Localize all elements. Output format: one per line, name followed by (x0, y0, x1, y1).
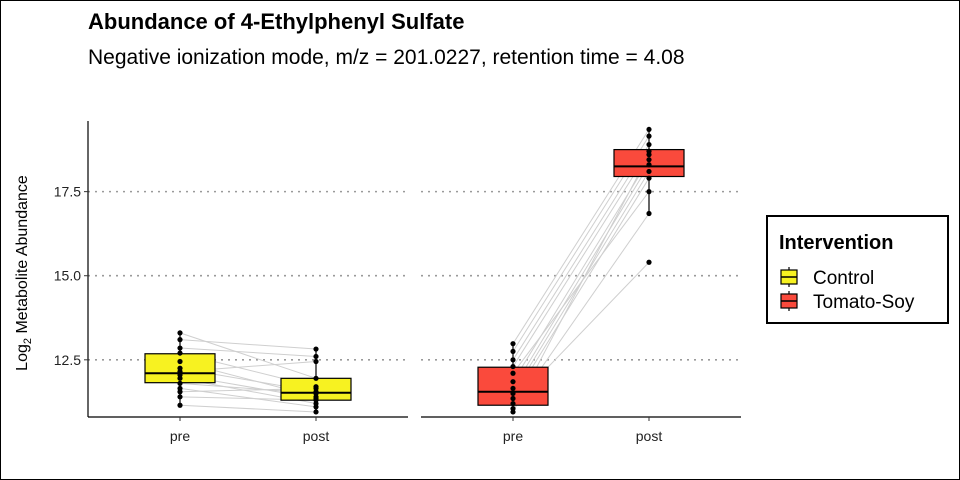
chart-marks (144, 126, 685, 415)
point-1-pre-6 (510, 385, 516, 392)
y-axis-label: Log2 Metabolite Abundance (14, 175, 34, 371)
y-tick-label-2: 17.5 (54, 184, 81, 200)
pair-line-1-8 (512, 177, 650, 399)
x-tick-label-1-1: post (636, 428, 663, 444)
point-0-pre-8 (177, 375, 183, 381)
point-1-pre-5 (510, 379, 516, 385)
chart-subtitle: Negative ionization mode, m/z = 201.0227… (88, 46, 685, 69)
point-1-post-10 (646, 210, 652, 217)
point-1-post-11 (646, 152, 652, 158)
point-0-post-12 (313, 397, 319, 403)
point-0-post-1 (313, 346, 319, 352)
point-1-pre-11 (510, 409, 516, 415)
point-1-pre-1 (510, 348, 516, 355)
legend-title: Intervention (779, 232, 893, 254)
point-0-pre-9 (177, 380, 183, 386)
pair-line-0-1 (179, 339, 317, 350)
point-0-post-13 (313, 409, 319, 415)
point-0-post-9 (313, 390, 319, 397)
y-axis-label-rest: Metabolite Abundance (14, 175, 31, 338)
x-tick-label-1-0: pre (503, 428, 523, 444)
point-1-post-7 (646, 168, 652, 175)
pair-line-1-6 (512, 164, 650, 389)
point-0-pre-4 (177, 358, 183, 365)
legend-label-tomato-soy: Tomato-Soy (813, 292, 915, 313)
point-0-post-0 (313, 375, 319, 381)
x-tick-label-0-1: post (303, 428, 330, 444)
pair-line-0-13 (179, 404, 317, 413)
y-axis-label-main: Log (14, 344, 31, 371)
point-1-post-6 (646, 162, 652, 168)
point-1-pre-9 (510, 400, 516, 407)
legend-item-tomato-soy: Tomato-Soy (780, 291, 915, 313)
point-0-pre-11 (177, 389, 183, 395)
point-1-pre-2 (510, 357, 516, 363)
point-1-post-2 (646, 141, 652, 148)
point-0-post-2 (313, 353, 319, 360)
point-0-pre-1 (177, 337, 183, 343)
point-1-post-5 (646, 157, 652, 163)
point-1-post-8 (646, 175, 652, 181)
point-0-pre-12 (177, 394, 183, 400)
y-tick-label-1: 15.0 (54, 268, 81, 284)
pair-line-0-0 (179, 332, 317, 379)
y-tick-label-0: 12.5 (54, 352, 81, 368)
y-axis-label-subscript: 2 (22, 338, 34, 344)
x-tick-label-0-0: pre (170, 428, 190, 444)
point-0-post-6 (313, 358, 319, 365)
point-1-pre-8 (510, 395, 516, 402)
point-1-pre-4 (510, 370, 516, 376)
point-0-pre-3 (177, 350, 183, 356)
point-1-post-1 (646, 133, 652, 139)
gridlines (88, 190, 741, 361)
point-1-pre-7 (510, 390, 516, 397)
point-0-post-11 (313, 385, 319, 392)
point-1-pre-0 (510, 341, 516, 347)
point-1-post-0 (646, 126, 652, 133)
point-1-post-9 (646, 259, 652, 265)
point-0-pre-0 (177, 330, 183, 336)
pair-line-1-3 (512, 151, 650, 367)
point-0-pre-13 (177, 402, 183, 408)
point-1-post-4 (646, 189, 652, 195)
chart-title: Abundance of 4-Ethylphenyl Sulfate (88, 9, 465, 34)
axes: 12.5 15.0 17.5 pre post pre post (54, 121, 741, 444)
point-0-post-10 (313, 404, 319, 410)
point-0-pre-2 (177, 345, 183, 351)
legend-item-control: Control (780, 267, 874, 289)
pair-line-1-2 (512, 144, 650, 361)
pair-line-0-2 (179, 347, 317, 357)
point-1-pre-3 (510, 363, 516, 370)
legend-label-control: Control (813, 268, 874, 289)
legend: Intervention Control Tomato-Soy (766, 215, 949, 324)
